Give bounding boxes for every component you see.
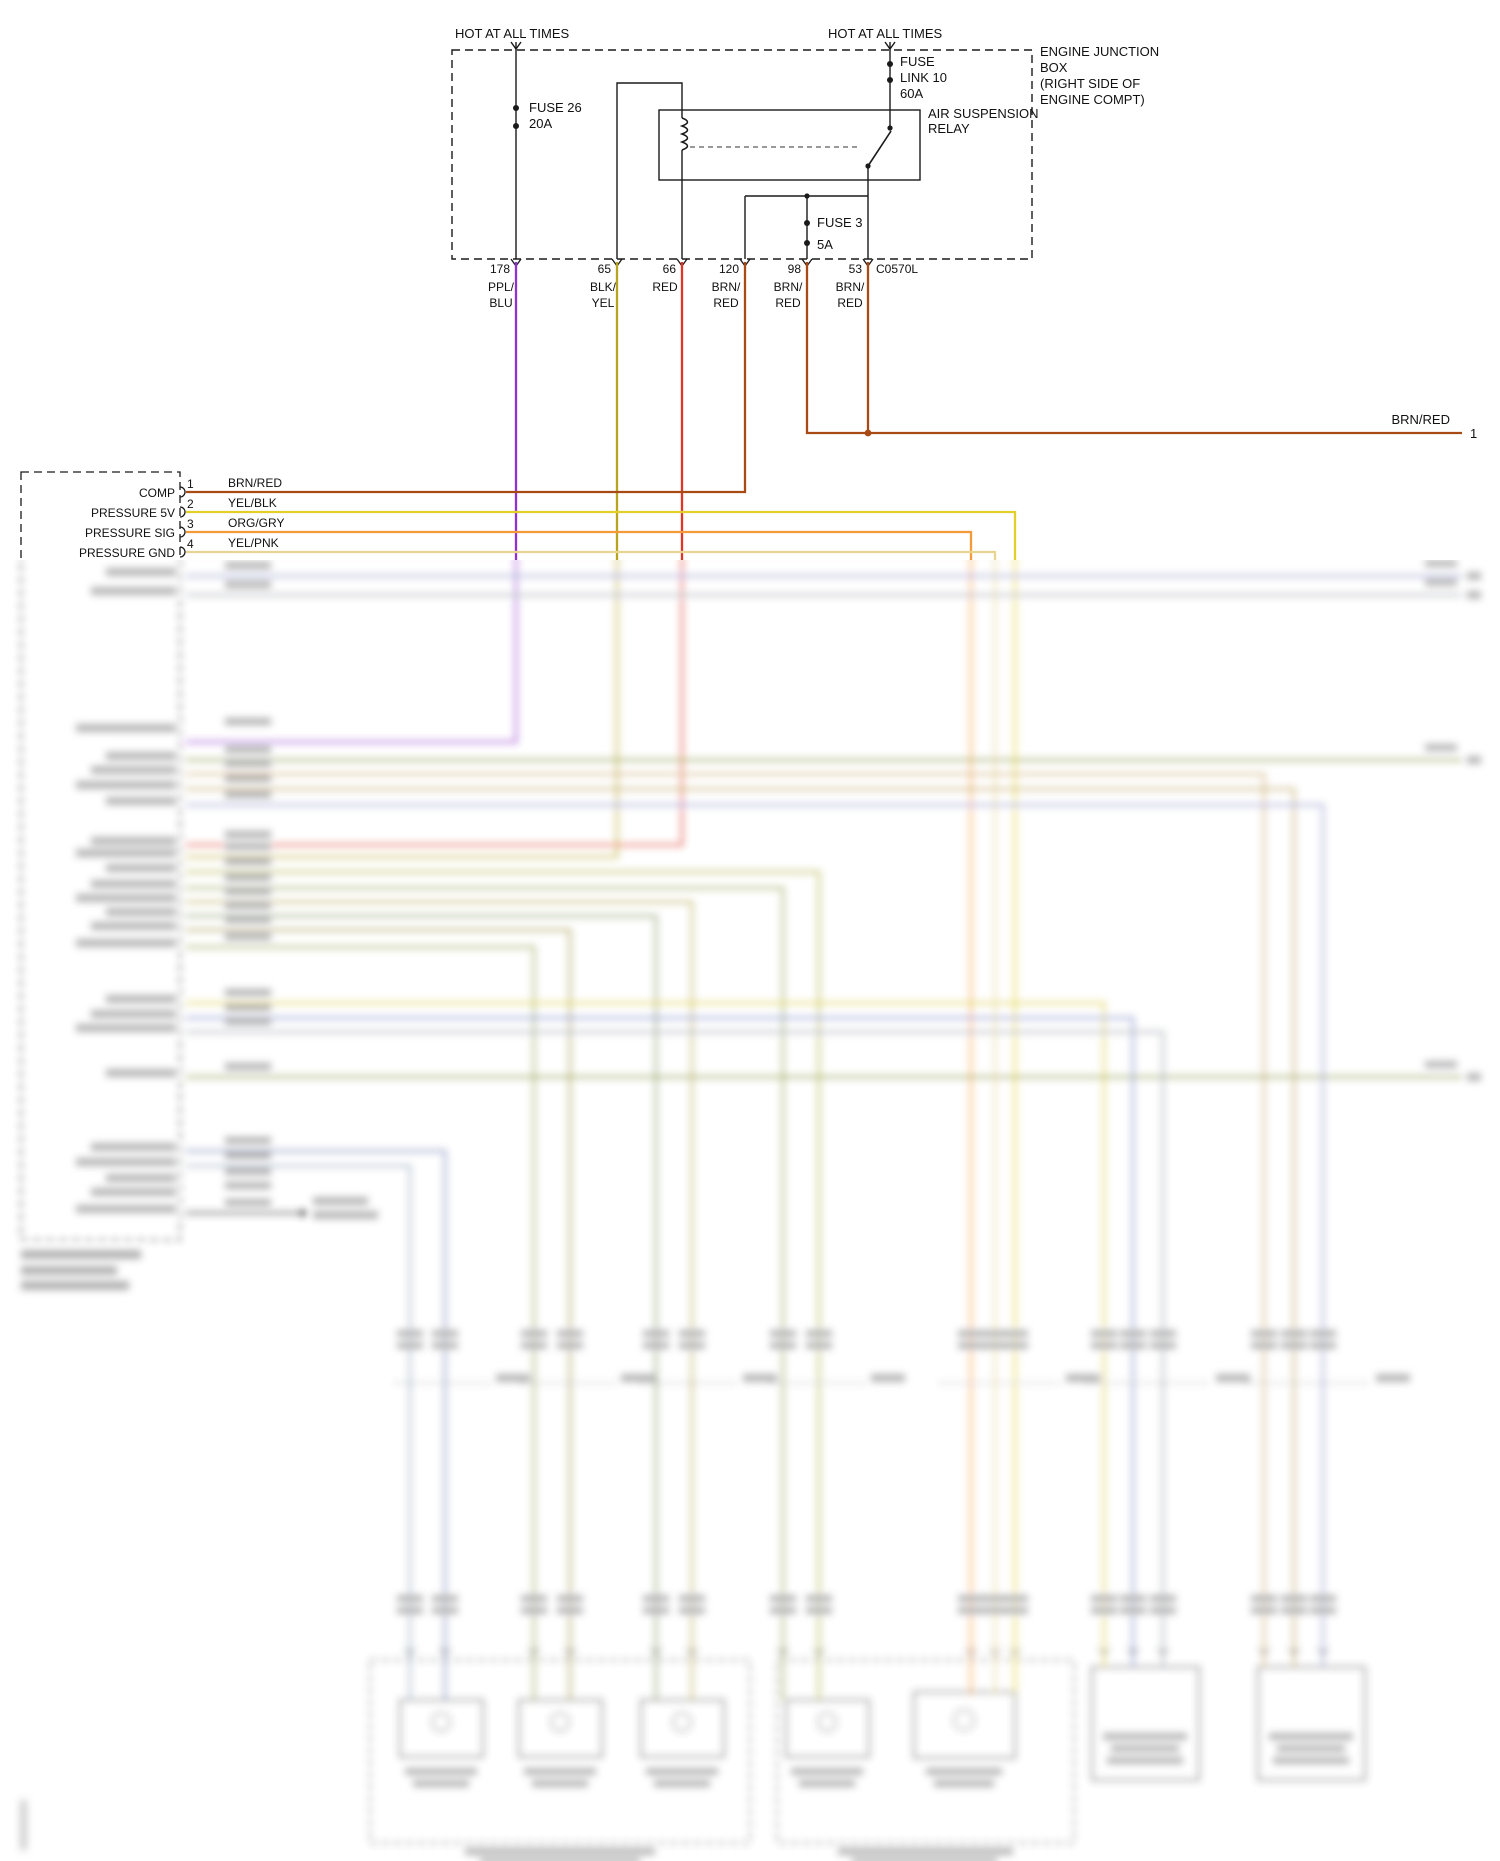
wire-label-red3: RED	[837, 296, 863, 310]
module-pin3-num: 3	[187, 517, 194, 531]
fuse3-rating: 5A	[817, 237, 833, 252]
pin-98: 98	[788, 262, 802, 276]
brn-red-junction-dot	[864, 429, 872, 437]
wire-yel-blk	[186, 510, 1017, 560]
wire-label-red1: RED	[713, 296, 739, 310]
wire-label-ppl: PPL/	[488, 280, 515, 294]
blur-decorations	[21, 560, 1481, 1861]
fuse26-rating: 20A	[529, 116, 552, 131]
module-pin3-wire: ORG/GRY	[228, 516, 284, 530]
watermark	[20, 1800, 27, 1850]
air-suspension-relay	[616, 82, 921, 259]
fuse-link-label-line3: 60A	[900, 86, 923, 101]
module-pin1-num: 1	[187, 477, 194, 491]
pin-53: 53	[849, 262, 863, 276]
module-outline	[20, 471, 181, 560]
junction-box-label-line2: BOX	[1040, 60, 1068, 75]
wire-label-blu: BLU	[489, 296, 512, 310]
wire-blk-yel	[615, 262, 619, 560]
fuse26-label: FUSE 26	[529, 100, 582, 115]
wire-label-brn3: BRN/	[836, 280, 865, 294]
branch-pin-1: 1	[1470, 426, 1477, 441]
hot-at-all-times-left: HOT AT ALL TIMES	[455, 26, 569, 41]
relay-coil-feed	[616, 82, 683, 259]
wire-label-red2: RED	[775, 296, 801, 310]
blur-haze-overlay	[0, 560, 1500, 1861]
module-pin4-num: 4	[187, 537, 194, 551]
fuse-26	[510, 41, 522, 259]
connector-chevrons	[510, 258, 874, 268]
pin-65: 65	[598, 262, 612, 276]
upper-sharp-region: HOT AT ALL TIMES HOT AT ALL TIMES ENGINE…	[20, 26, 1477, 560]
module-pin4-name: PRESSURE GND	[79, 546, 175, 560]
fuse3-terminal-bottom	[804, 240, 810, 246]
module-pin4-wire: YEL/PNK	[228, 536, 279, 550]
wire-label-red: RED	[652, 280, 678, 294]
connector-c0570l: C0570L	[876, 262, 918, 276]
wire-label-blk: BLK/	[590, 280, 617, 294]
module-pin2-name: PRESSURE 5V	[91, 506, 175, 520]
assembly-middle	[776, 1659, 1075, 1844]
colored-wires-lower	[186, 560, 1017, 1695]
fuse-link-label-line1: FUSE	[900, 54, 935, 69]
fuse3-label: FUSE 3	[817, 215, 863, 230]
relay-coil	[679, 117, 689, 151]
module-pin1-name: COMP	[139, 486, 175, 500]
relay-label-line1: AIR SUSPENSION	[928, 106, 1039, 121]
wire-yel-pnk	[186, 550, 997, 560]
pin-178: 178	[490, 262, 510, 276]
fuse-link-terminal-top	[887, 61, 893, 67]
fuse3-terminal-top	[804, 220, 810, 226]
wire-brn-red-98	[805, 262, 1462, 435]
lower-blurred-region	[0, 560, 1500, 1861]
branch-brn-red-label: BRN/RED	[1391, 412, 1450, 427]
module-pin-arcs	[179, 486, 186, 558]
junction-box-label-line3: (RIGHT SIDE OF	[1040, 76, 1140, 91]
relay-armature	[867, 130, 892, 167]
splice-dot	[299, 1209, 307, 1217]
wire-label-brn2: BRN/	[774, 280, 803, 294]
pin-66: 66	[663, 262, 677, 276]
fuse26-terminal-bottom	[513, 123, 519, 129]
hot-at-all-times-right: HOT AT ALL TIMES	[828, 26, 942, 41]
wire-label-brn1: BRN/	[712, 280, 741, 294]
relay-outline	[658, 109, 921, 181]
module-pin2-num: 2	[187, 497, 194, 511]
wire-label-yel: YEL	[592, 296, 615, 310]
wire-ppl-blu	[514, 262, 518, 560]
wire-red	[680, 262, 684, 560]
wire-org-gry	[186, 530, 973, 560]
engine-junction-box-label: ENGINE JUNCTION BOX (RIGHT SIDE OF ENGIN…	[1040, 44, 1159, 107]
wire-color-labels: PPL/ BLU BLK/ YEL RED BRN/ RED BRN/ RED …	[488, 280, 865, 310]
engine-junction-box-outline	[451, 49, 1033, 260]
fuse-link-10	[884, 41, 896, 110]
module-pin3-name: PRESSURE SIG	[85, 526, 175, 540]
solenoid-assembly-left	[369, 1659, 751, 1844]
wire-brn-red-120	[186, 262, 747, 494]
height-sensors	[1091, 1666, 1366, 1781]
air-suspension-module-connector: COMP PRESSURE 5V PRESSURE SIG PRESSURE G…	[20, 471, 284, 560]
colored-wires-upper	[186, 262, 1462, 560]
fuse26-terminal-top	[513, 105, 519, 111]
relay-contact	[887, 125, 893, 131]
fuse-3	[804, 196, 810, 259]
module-pin2-wire: YEL/BLK	[228, 496, 277, 510]
junction-box-label-line1: ENGINE JUNCTION	[1040, 44, 1159, 59]
blurred-content	[20, 560, 1481, 1861]
module-pin1-wire: BRN/RED	[228, 476, 282, 490]
fuse-link-terminal-bottom	[887, 77, 893, 83]
relay-label-line2: RELAY	[928, 121, 970, 136]
junction-box-label-line4: ENGINE COMPT)	[1040, 92, 1145, 107]
fuse-link-label-line2: LINK 10	[900, 70, 947, 85]
harness-wires	[186, 574, 1462, 1700]
pin-120: 120	[719, 262, 739, 276]
